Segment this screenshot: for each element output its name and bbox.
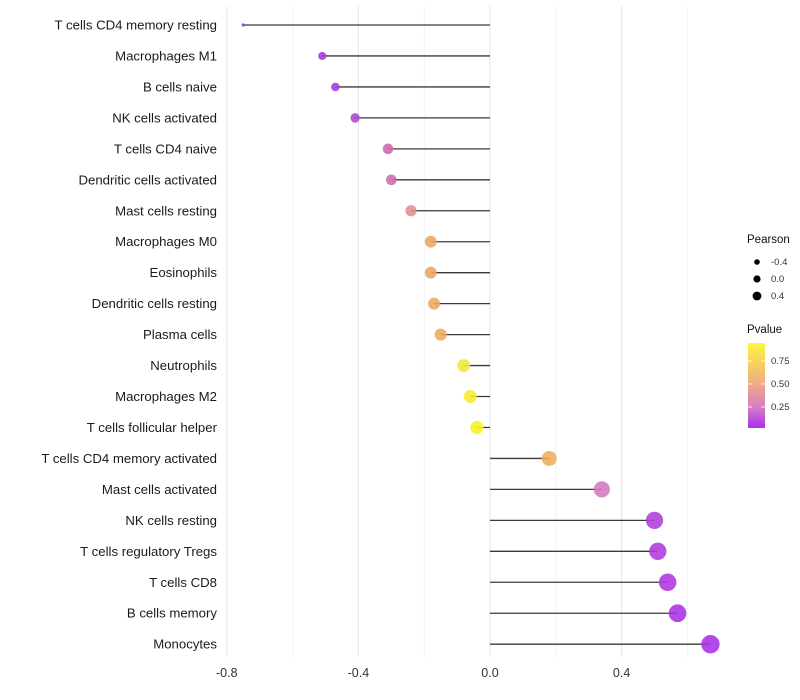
y-axis-label: T cells CD4 memory activated: [41, 451, 217, 466]
lollipop-dot: [658, 573, 677, 592]
y-axis-label: B cells naive: [143, 79, 217, 94]
lollipop-dot: [701, 635, 720, 654]
y-axis-label: Plasma cells: [143, 327, 217, 342]
legend-colorbar-label: 0.75: [771, 356, 790, 367]
lollipop-dot: [350, 113, 360, 123]
y-axis-label: Monocytes: [153, 637, 217, 652]
lollipop-dot: [593, 481, 610, 498]
lollipop-dot: [457, 359, 471, 372]
lollipop-dot: [424, 235, 437, 248]
lollipop-dot: [645, 511, 664, 530]
y-axis-label: Mast cells activated: [102, 482, 217, 497]
y-axis-label: Dendritic cells resting: [92, 296, 217, 311]
y-axis-label: Macrophages M0: [115, 234, 217, 249]
y-axis-label: NK cells activated: [112, 110, 217, 125]
legend-size-label: 0.0: [771, 274, 784, 285]
legend-size-dot: [754, 259, 760, 265]
legend-colorbar: [748, 343, 765, 428]
y-axis-label: Macrophages M1: [115, 48, 217, 63]
legend-size-dot: [752, 291, 762, 301]
x-axis-tick-label: 0.4: [613, 666, 630, 680]
lollipop-dot: [318, 51, 327, 61]
lollipop-dot: [541, 450, 557, 466]
legend-size-label: 0.4: [771, 291, 784, 302]
legend-colorbar-label: 0.25: [771, 402, 790, 413]
x-axis-tick-label: -0.4: [348, 666, 370, 680]
x-axis-tick-label: -0.8: [216, 666, 238, 680]
lollipop-dot: [434, 328, 447, 341]
y-axis-label: T cells CD8: [149, 575, 217, 590]
legend-size-dot: [753, 275, 761, 283]
lollipop-dot: [463, 390, 477, 404]
lollipop-dot: [385, 174, 397, 186]
lollipop-dot: [649, 542, 667, 560]
y-axis-label: B cells memory: [127, 606, 218, 621]
lollipop-dot: [331, 82, 340, 92]
y-axis-label: Neutrophils: [150, 358, 217, 373]
y-axis-label: T cells regulatory Tregs: [80, 544, 217, 559]
y-axis-label: NK cells resting: [125, 513, 217, 528]
legend-colorbar-label: 0.50: [771, 379, 790, 390]
lollipop-dot: [428, 297, 441, 310]
lollipop-dot: [241, 23, 245, 27]
x-axis-tick-label: 0.0: [481, 666, 498, 680]
lollipop-dot: [424, 266, 437, 279]
legend-pvalue-title: Pvalue: [747, 324, 783, 336]
lollipop-dot: [668, 604, 687, 623]
y-axis-label: T cells CD4 naive: [114, 141, 217, 156]
legend-pearson-title: Pearson: [747, 234, 790, 246]
lollipop-dot: [470, 420, 484, 435]
y-axis-label: Macrophages M2: [115, 389, 217, 404]
y-axis-label: Eosinophils: [150, 265, 218, 280]
legend-size-label: -0.4: [771, 257, 787, 268]
y-axis-label: Dendritic cells activated: [78, 172, 217, 187]
y-axis-label: T cells follicular helper: [87, 420, 218, 435]
lollipop-dot: [382, 143, 394, 155]
lollipop-dot: [405, 205, 417, 217]
y-axis-label: Mast cells resting: [115, 203, 217, 218]
y-axis-label: T cells CD4 memory resting: [55, 18, 217, 33]
